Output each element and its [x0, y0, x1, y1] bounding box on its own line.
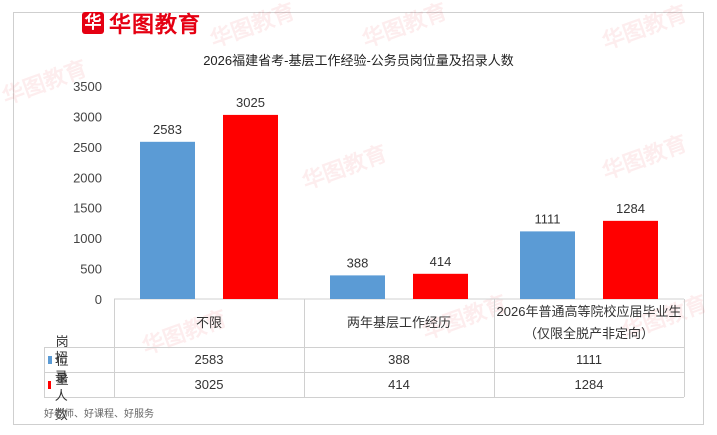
legend-swatch [48, 380, 51, 389]
category-label: 两年基层工作经历 [304, 299, 494, 347]
legend-row-header: 招录人数 [48, 350, 73, 422]
table-gridline [684, 299, 685, 397]
table-gridline [44, 347, 684, 348]
y-tick-label: 3500 [73, 79, 102, 94]
table-cell: 3025 [194, 376, 224, 392]
table-cell: 388 [388, 351, 410, 367]
y-tick-label: 1500 [73, 201, 102, 216]
y-tick-label: 2500 [73, 140, 102, 155]
legend-label: 岗位量 [55, 334, 69, 387]
bar [223, 114, 278, 300]
category-label-line: （仅限全脱产非定向） [523, 326, 654, 341]
legend-row-header: 岗位量 [48, 334, 73, 387]
y-tick-label: 500 [80, 262, 102, 277]
brand-logo: 华 华图教育 [82, 10, 202, 38]
y-tick-label: 3000 [73, 109, 102, 124]
table-gridline [44, 372, 684, 373]
data-label: 388 [347, 255, 369, 270]
brand-name: 华图教育 [109, 13, 202, 38]
y-tick-label: 2000 [73, 170, 102, 185]
category-label-line: 不限 [195, 315, 222, 330]
data-label: 3025 [236, 95, 265, 110]
data-label: 1284 [616, 201, 645, 216]
bar [330, 275, 385, 299]
category-label: 2026年普通高等院校应届毕业生 （仅限全脱产非定向） [494, 299, 684, 347]
bar [603, 220, 658, 299]
footer-slogan: 好老师、好课程、好服务 [44, 409, 154, 420]
table-gridline [304, 299, 305, 397]
category-label: 不限 [114, 299, 304, 347]
y-tick-label: 0 [95, 292, 102, 307]
chart-title: 2026福建省考-基层工作经验-公务员岗位量及招录人数 [203, 53, 514, 68]
table-gridline [494, 299, 495, 397]
table-cell: 2583 [194, 351, 224, 367]
bar [140, 141, 195, 299]
table-gridline [44, 397, 684, 398]
table-cell: 1284 [574, 376, 604, 392]
chart-frame [13, 12, 704, 425]
category-label-line: 两年基层工作经历 [346, 315, 451, 330]
table-gridline [44, 347, 45, 397]
bar [413, 273, 468, 299]
table-cell: 1111 [575, 351, 603, 367]
data-label: 414 [430, 254, 452, 269]
bar [520, 231, 575, 299]
table-gridline [114, 299, 115, 397]
data-label: 1111 [534, 211, 560, 226]
table-cell: 414 [388, 376, 410, 392]
y-tick-label: 1000 [73, 231, 102, 246]
data-label: 2583 [153, 122, 182, 137]
brand-icon: 华 [82, 12, 104, 34]
category-label-line: 2026年普通高等院校应届毕业生 [496, 304, 682, 319]
legend-label: 招录人数 [54, 349, 68, 422]
legend-swatch [48, 355, 52, 364]
